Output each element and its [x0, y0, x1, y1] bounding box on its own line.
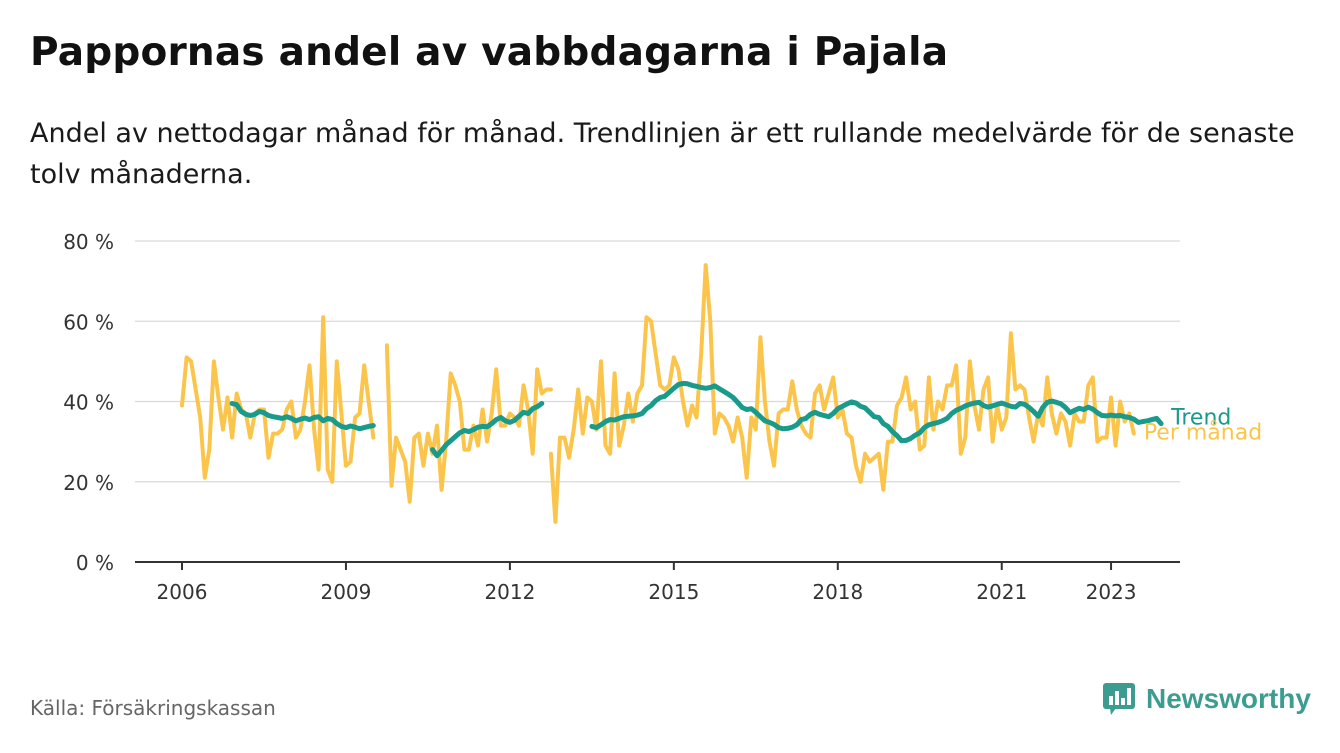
- trend-line: [229, 401, 376, 432]
- y-tick-label: 20 %: [63, 471, 114, 495]
- series-lines: [180, 263, 1164, 524]
- brand-name: Newsworthy: [1146, 683, 1311, 714]
- x-tick-label: 2021: [976, 580, 1027, 604]
- gridlines: [135, 240, 1180, 483]
- y-tick-label: 40 %: [63, 391, 114, 415]
- x-tick-label: 2006: [157, 580, 208, 604]
- brand-logo[interactable]: Newsworthy: [1102, 682, 1311, 716]
- monthly-line: [180, 315, 376, 484]
- axes: 0 % 20 % 40 % 60 % 80 % 2006 2009 2012 2015 2018 2…: [63, 230, 1180, 604]
- y-tick-label: 80 %: [63, 230, 114, 254]
- line-chart: 0 % 20 % 40 % 60 % 80 % 2006 2009 2012 2015 2018 2…: [63, 230, 1262, 604]
- x-tick-label: 2018: [812, 580, 863, 604]
- newsworthy-logo-icon: [1103, 683, 1135, 715]
- trend-line: [430, 401, 545, 459]
- chart-title: Pappornas andel av vabbdagarna i Pajala: [30, 30, 949, 75]
- x-tick-label: 2009: [320, 580, 371, 604]
- y-tick-label: 60 %: [63, 310, 114, 334]
- monthly-line: [548, 263, 1136, 524]
- trend-line: [589, 380, 1164, 444]
- trend-line-label: Trend: [1170, 406, 1231, 431]
- chart-subtitle: Andel av nettodagar månad för månad. Tre…: [30, 118, 1295, 190]
- x-tick-label: 2012: [484, 580, 535, 604]
- x-tick-label: 2023: [1086, 580, 1137, 604]
- monthly-line-label: Per månad: [1144, 420, 1262, 446]
- y-tick-label: 0 %: [76, 551, 114, 575]
- monthly-line: [384, 343, 553, 504]
- source-note: Källa: Försäkringskassan: [30, 696, 276, 720]
- x-tick-label: 2015: [648, 580, 699, 604]
